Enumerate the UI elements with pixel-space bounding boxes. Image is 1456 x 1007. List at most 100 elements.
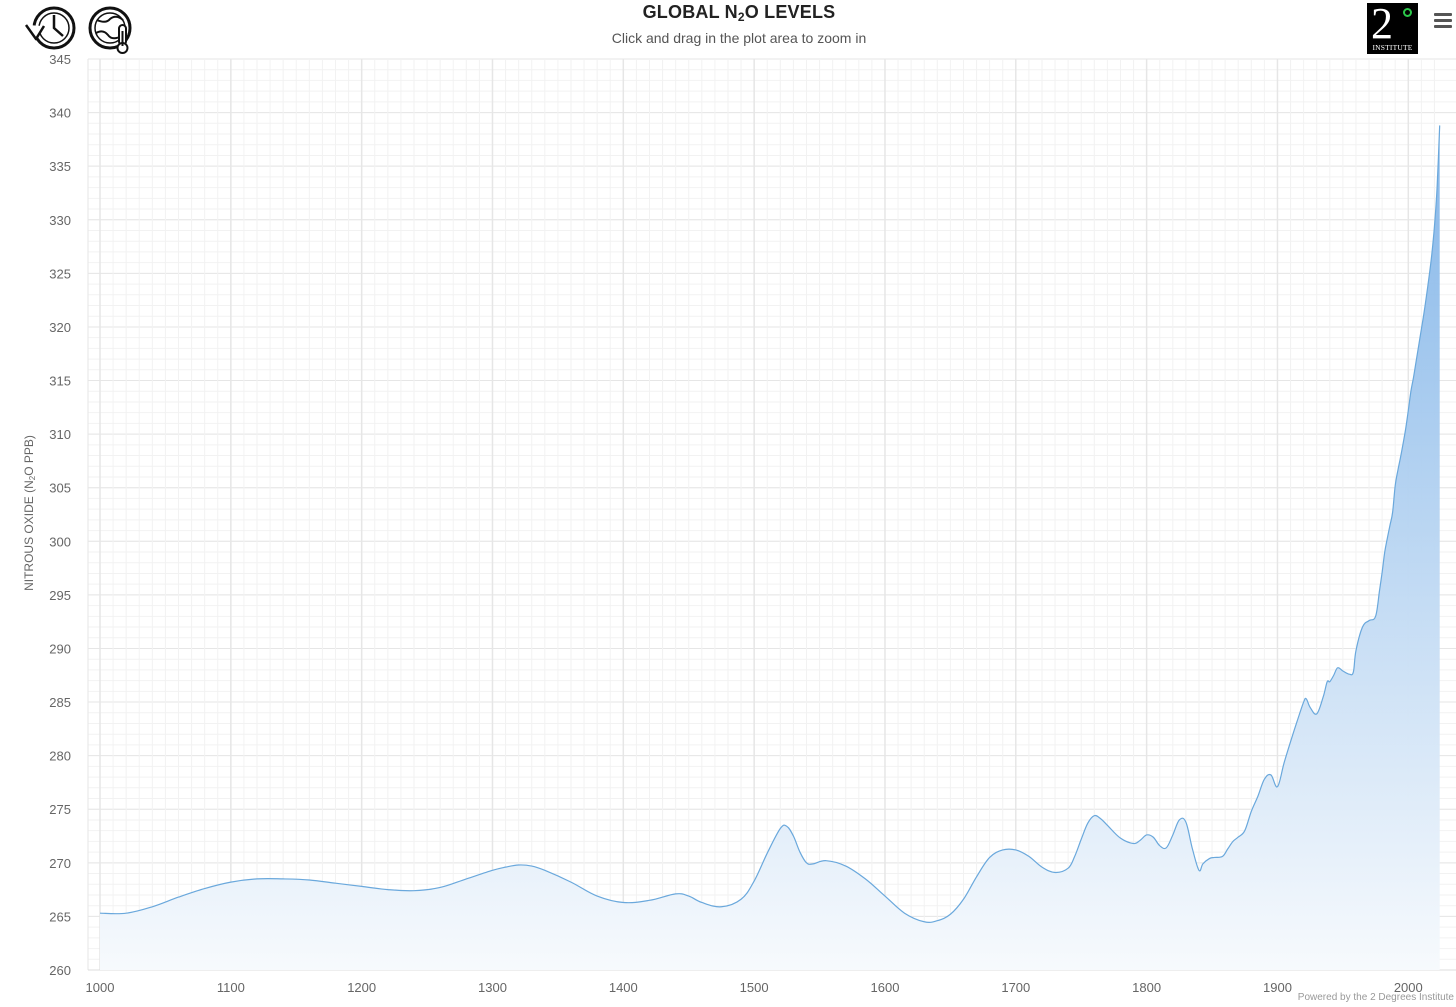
data-point (504, 866, 506, 868)
data-point (1132, 842, 1134, 844)
title-end: O LEVELS (744, 2, 836, 22)
data-point (1348, 673, 1350, 675)
data-point (465, 878, 467, 880)
data-point (1002, 849, 1004, 851)
data-point (674, 893, 676, 895)
data-point (1185, 821, 1187, 823)
data-point (1087, 822, 1089, 824)
menu-bar-top (1434, 13, 1452, 16)
data-point (1415, 360, 1417, 362)
x-tick-label: 1200 (347, 980, 376, 995)
data-point (1322, 696, 1324, 698)
data-point (1159, 844, 1161, 846)
data-point (1305, 698, 1307, 700)
data-point (1289, 741, 1291, 743)
data-point (1386, 537, 1388, 539)
x-tick-label: 1900 (1263, 980, 1292, 995)
data-point (1237, 836, 1239, 838)
data-point (1402, 443, 1404, 445)
data-point (596, 895, 598, 897)
data-point (1431, 253, 1433, 255)
data-point (360, 885, 362, 887)
x-tick-label: 1500 (740, 980, 769, 995)
logo-word: INSTITUTE (1372, 43, 1413, 52)
data-point (1119, 837, 1121, 839)
x-tick-label: 1700 (1001, 980, 1030, 995)
data-point (99, 912, 101, 914)
data-point (1316, 713, 1318, 715)
logo-degree-circle (1403, 8, 1412, 17)
globe-thermometer-icon[interactable] (86, 5, 136, 57)
data-point (779, 827, 781, 829)
x-tick-label: 1300 (478, 980, 507, 995)
data-point (805, 862, 807, 864)
data-point (531, 865, 533, 867)
data-point (256, 878, 258, 880)
hamburger-menu-icon[interactable] (1432, 10, 1454, 32)
data-point (1250, 810, 1252, 812)
data-point (766, 852, 768, 854)
data-point (1257, 795, 1259, 797)
x-tick-label: 1000 (86, 980, 115, 995)
data-point (1368, 619, 1370, 621)
data-point (1425, 294, 1427, 296)
menu-bar-bottom (1434, 25, 1452, 28)
data-point (1407, 409, 1409, 411)
data-point (949, 913, 951, 915)
data-point (1198, 869, 1200, 871)
title-subscript: 2 (737, 10, 745, 24)
data-point (648, 899, 650, 901)
data-point (308, 879, 310, 881)
data-point (1232, 840, 1234, 842)
series-area (99, 125, 1441, 970)
data-point (282, 878, 284, 880)
data-point (387, 888, 389, 890)
data-point (1381, 571, 1383, 573)
data-point (203, 887, 205, 889)
x-tick-label: 2000 (1394, 980, 1423, 995)
data-point (864, 878, 866, 880)
y-tick-label: 285 (49, 695, 71, 710)
data-point (701, 901, 703, 903)
y-tick-label: 305 (49, 481, 71, 496)
data-point (413, 889, 415, 891)
institute-logo[interactable]: 2 INSTITUTE (1367, 0, 1418, 54)
credits-link[interactable]: Powered by the 2 Degrees Institute (1297, 992, 1454, 1003)
data-point (230, 881, 232, 883)
history-reset-icon-graphic (24, 6, 76, 50)
y-tick-label: 340 (49, 106, 71, 121)
data-point (1054, 871, 1056, 873)
data-point (1399, 457, 1401, 459)
data-point (1067, 867, 1069, 869)
data-point (439, 886, 441, 888)
data-point (753, 880, 755, 882)
data-point (1378, 589, 1380, 591)
data-point (688, 895, 690, 897)
data-point (1270, 774, 1272, 776)
data-point (125, 912, 127, 914)
data-point (1015, 849, 1017, 851)
data-point (1296, 720, 1298, 722)
series-area-fill (100, 125, 1440, 970)
data-point (334, 882, 336, 884)
data-point (1028, 855, 1030, 857)
data-point (1165, 847, 1167, 849)
data-point (1106, 824, 1108, 826)
data-point (962, 898, 964, 900)
data-point (1309, 706, 1311, 708)
data-point (1333, 674, 1335, 676)
data-point (1418, 344, 1420, 346)
chart-title: GLOBAL N2O LEVELS (0, 2, 1456, 23)
data-point (1355, 649, 1357, 651)
data-point (570, 881, 572, 883)
data-point (1420, 328, 1422, 330)
data-point (1384, 551, 1386, 553)
series-line (99, 125, 1441, 923)
data-point (1202, 863, 1204, 865)
data-point (1178, 819, 1180, 821)
data-point (1283, 762, 1285, 764)
history-reset-icon[interactable] (24, 5, 80, 51)
data-point (1073, 855, 1075, 857)
y-tick-label: 275 (49, 802, 71, 817)
